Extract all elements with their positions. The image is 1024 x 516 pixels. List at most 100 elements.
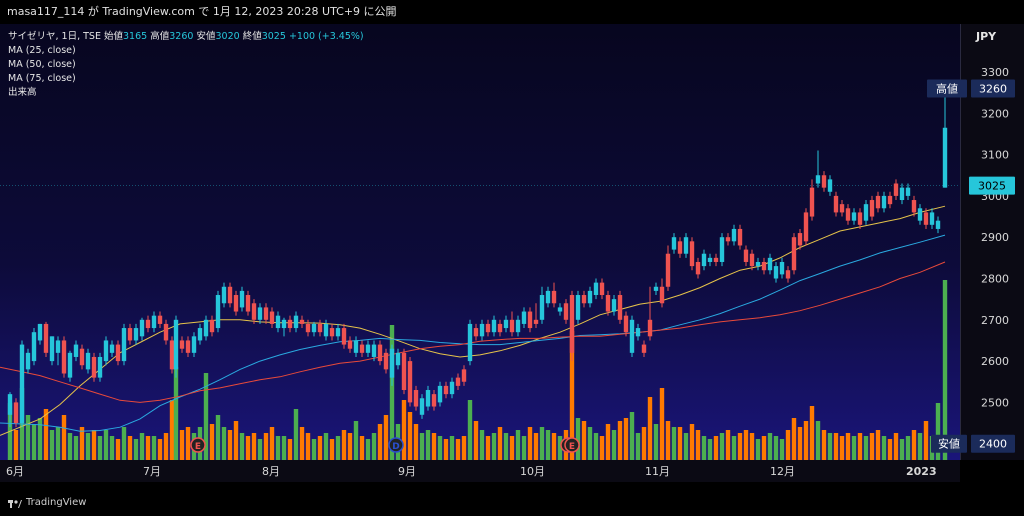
candle-body[interactable] [779, 261, 785, 275]
candle-body[interactable] [863, 204, 869, 221]
candle-body[interactable] [37, 323, 43, 341]
candle-body[interactable] [305, 323, 311, 333]
candle-body[interactable] [7, 394, 13, 415]
last-price-tag[interactable]: 3025 [978, 180, 1006, 193]
candle-body[interactable] [79, 348, 85, 366]
candle-body[interactable] [635, 328, 641, 337]
candle-body[interactable] [455, 377, 461, 386]
legend-ma75[interactable]: MA (75, close) [8, 73, 76, 84]
candle-body[interactable] [395, 352, 401, 366]
candle-body[interactable] [335, 328, 341, 337]
candle-body[interactable] [587, 290, 593, 304]
candle-body[interactable] [269, 311, 275, 324]
candle-body[interactable] [323, 323, 329, 337]
candle-body[interactable] [221, 286, 227, 304]
candle-body[interactable] [881, 195, 887, 209]
candle-body[interactable] [227, 286, 233, 304]
candle-body[interactable] [797, 233, 803, 246]
candle-body[interactable] [139, 319, 145, 337]
candle-body[interactable] [875, 195, 881, 209]
candle-body[interactable] [755, 261, 761, 267]
candle-body[interactable] [473, 328, 479, 337]
candle-body[interactable] [151, 315, 157, 329]
candle-body[interactable] [197, 328, 203, 341]
candle-body[interactable] [731, 228, 737, 242]
candle-body[interactable] [521, 311, 527, 324]
candle-body[interactable] [43, 323, 49, 353]
candle-body[interactable] [173, 319, 179, 370]
legend-ma50[interactable]: MA (50, close) [8, 59, 76, 70]
candle-body[interactable] [431, 394, 437, 407]
candle-body[interactable] [851, 212, 857, 221]
candle-body[interactable] [551, 290, 557, 304]
candle-body[interactable] [617, 295, 623, 320]
candle-body[interactable] [563, 303, 569, 320]
candle-body[interactable] [893, 183, 899, 196]
candle-body[interactable] [605, 295, 611, 312]
candle-body[interactable] [791, 237, 797, 271]
candle-body[interactable] [557, 307, 563, 312]
candle-body[interactable] [725, 237, 731, 242]
candle-body[interactable] [545, 290, 551, 304]
candle-body[interactable] [97, 356, 103, 378]
candle-body[interactable] [437, 385, 443, 403]
candle-body[interactable] [407, 361, 413, 403]
candle-body[interactable] [689, 241, 695, 267]
candle-body[interactable] [365, 344, 371, 353]
candle-body[interactable] [533, 319, 539, 324]
candle-body[interactable] [942, 127, 948, 188]
candle-body[interactable] [377, 344, 383, 362]
candle-body[interactable] [815, 175, 821, 184]
candle-body[interactable] [121, 328, 127, 362]
candle-body[interactable] [857, 212, 863, 225]
candle-body[interactable] [917, 208, 923, 221]
candle-body[interactable] [287, 319, 293, 329]
candle-body[interactable] [887, 195, 893, 205]
candle-body[interactable] [899, 187, 905, 201]
candle-body[interactable] [353, 340, 359, 353]
candle-body[interactable] [157, 315, 163, 324]
candle-body[interactable] [869, 200, 875, 217]
candle-body[interactable] [743, 249, 749, 262]
candle-body[interactable] [695, 261, 701, 275]
candle-body[interactable] [341, 328, 347, 345]
candle-body[interactable] [707, 257, 713, 262]
candle-body[interactable] [479, 323, 485, 337]
tradingview-brand[interactable]: TradingView [8, 497, 86, 508]
candle-body[interactable] [257, 307, 263, 320]
candle-body[interactable] [839, 204, 845, 213]
candle-body[interactable] [103, 340, 109, 362]
candle-body[interactable] [569, 295, 575, 353]
candle-body[interactable] [665, 253, 671, 287]
candle-body[interactable] [55, 340, 61, 353]
candle-body[interactable] [803, 212, 809, 242]
candle-body[interactable] [163, 323, 169, 341]
candle-body[interactable] [425, 390, 431, 407]
candle-body[interactable] [209, 319, 215, 333]
currency-label[interactable]: JPY [976, 30, 997, 43]
candle-body[interactable] [389, 348, 395, 378]
candle-body[interactable] [461, 369, 467, 382]
candle-body[interactable] [767, 257, 773, 271]
candle-body[interactable] [527, 311, 533, 329]
candle-body[interactable] [145, 319, 151, 329]
candle-body[interactable] [109, 344, 115, 353]
candle-body[interactable] [13, 402, 19, 424]
candle-body[interactable] [773, 266, 779, 279]
candle-body[interactable] [443, 385, 449, 395]
candle-body[interactable] [91, 356, 97, 378]
high-tag-value[interactable]: 3260 [979, 83, 1007, 96]
candle-body[interactable] [329, 328, 335, 337]
candle-body[interactable] [845, 208, 851, 221]
time-axis[interactable] [0, 460, 960, 482]
candle-body[interactable] [31, 332, 37, 362]
candle-body[interactable] [179, 340, 185, 349]
candle-body[interactable] [185, 340, 191, 353]
candle-body[interactable] [935, 220, 941, 229]
candle-body[interactable] [49, 336, 55, 362]
candle-body[interactable] [701, 253, 707, 267]
candle-body[interactable] [719, 237, 725, 262]
candle-body[interactable] [317, 323, 323, 333]
high-tag-label[interactable]: 高値 [936, 82, 958, 96]
